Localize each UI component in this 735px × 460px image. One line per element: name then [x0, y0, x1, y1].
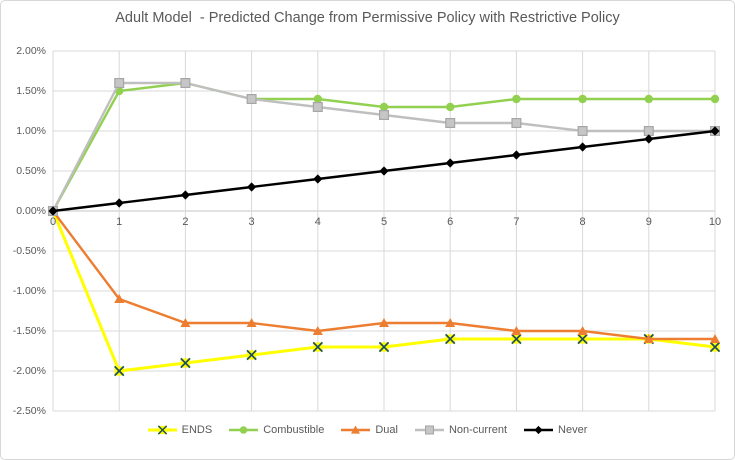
y-tick-label: 1.50% — [16, 85, 46, 97]
legend-swatch-combustible — [229, 426, 259, 434]
series-non-current — [47, 78, 720, 217]
x-tick-label: 10 — [708, 216, 722, 228]
y-tick-label: 2.00% — [16, 45, 46, 57]
x-tick-label: 6 — [447, 216, 454, 228]
y-tick-label: -2.00% — [12, 365, 46, 377]
legend-swatch-dual — [341, 425, 371, 434]
legend-swatch-ends — [147, 425, 177, 435]
y-tick-label: -0.50% — [12, 245, 46, 257]
legend-item-non-current: Non-current — [414, 424, 508, 436]
x-tick-label: 1 — [116, 216, 123, 228]
legend-label-never: Never — [558, 424, 588, 436]
chart-title: Adult Model - Predicted Change from Perm… — [115, 10, 620, 26]
y-tick-label: 0.50% — [16, 165, 46, 177]
legend-swatch-non-current — [414, 425, 444, 435]
y-tick-label: -1.00% — [12, 285, 46, 297]
x-tick-label: 0 — [49, 216, 57, 228]
x-tick-label: 5 — [380, 216, 388, 228]
x-tick-label: 7 — [513, 216, 520, 228]
legend-label-dual: Dual — [375, 424, 398, 436]
x-tick-label: 8 — [579, 216, 586, 228]
legend-label-combustible: Combustible — [263, 424, 325, 436]
legend: ENDS Combustible Dual Non-current Never — [1, 424, 734, 436]
plot-area — [47, 50, 721, 412]
legend-item-dual: Dual — [341, 424, 398, 436]
x-tick-label: 2 — [182, 216, 189, 228]
legend-label-non-current: Non-current — [448, 424, 508, 436]
y-tick-label: -2.50% — [12, 405, 46, 417]
legend-item-never: Never — [524, 424, 587, 436]
x-tick-label: 3 — [248, 216, 255, 228]
legend-item-combustible: Combustible — [229, 424, 324, 436]
y-tick-label: -1.50% — [12, 325, 46, 337]
legend-label-ends: ENDS — [181, 424, 213, 436]
x-tick-label: 9 — [645, 216, 652, 228]
legend-item-ends: ENDS — [147, 424, 213, 436]
x-tick-label: 4 — [314, 216, 321, 228]
y-tick-label: 0.00% — [16, 205, 46, 217]
y-tick-label: 1.00% — [16, 125, 46, 137]
legend-swatch-never — [524, 425, 554, 435]
